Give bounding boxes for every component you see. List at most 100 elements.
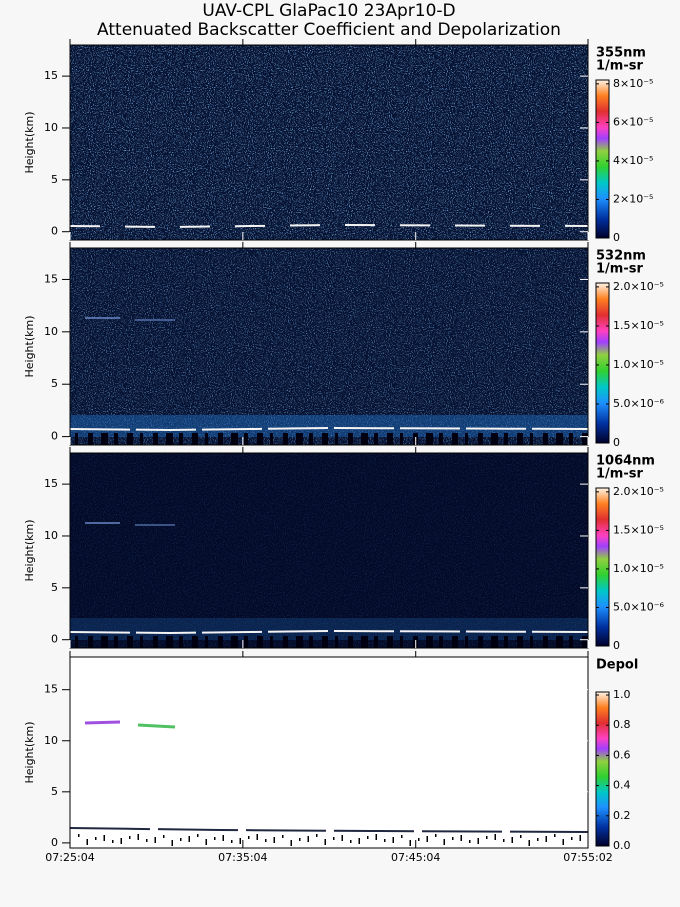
colorbar-title: 1/m-sr (596, 467, 643, 482)
colorbar-tick-label: 5.0×10⁻⁶ (613, 600, 665, 613)
ground-speck (256, 834, 258, 840)
ground-gap (582, 636, 588, 648)
ground-gap (257, 433, 263, 445)
colorbar-tick-label: 0 (613, 436, 620, 449)
ground-gap (374, 636, 378, 648)
ground-gap (530, 433, 533, 445)
ground-gap (491, 433, 498, 445)
ground-gap (400, 636, 403, 648)
ground-gap (361, 636, 368, 648)
ground-gap (504, 433, 508, 445)
ground-gap (478, 636, 483, 648)
ground-gap (348, 636, 353, 648)
ground-gap (348, 433, 353, 445)
ground-speck (562, 839, 564, 845)
ground-gap (244, 433, 248, 445)
ground-gap (166, 433, 173, 445)
ground-speck (333, 837, 335, 840)
colorbar-tick-label: 0.4 (613, 779, 631, 792)
ground-gap (218, 636, 223, 648)
y-tick-label: 0 (51, 836, 58, 849)
ground-gap (88, 636, 93, 648)
ground-gap (205, 636, 208, 648)
ground-gap (231, 636, 238, 648)
ground-gap (426, 433, 433, 445)
curtain-noise (70, 248, 588, 445)
ground-speck (537, 838, 539, 841)
ground-gap (439, 433, 443, 445)
ground-gap (205, 433, 208, 445)
ground-gap (179, 433, 183, 445)
boundary-haze (70, 618, 588, 640)
ground-speck (205, 839, 207, 845)
ground-gap (114, 636, 118, 648)
ground-gap (478, 433, 483, 445)
ground-speck (469, 840, 471, 843)
ground-speck (401, 835, 403, 838)
ground-gap (153, 433, 158, 445)
ground-gap (309, 433, 313, 445)
colorbar-tick-label: 1.0×10⁻⁵ (613, 562, 664, 575)
ground-speck (146, 839, 148, 842)
ground-speck (299, 838, 301, 841)
ground-gap (296, 636, 303, 648)
ground-speck (103, 835, 105, 841)
colorbar-tick-label: 0 (613, 231, 620, 244)
ground-gap (361, 433, 368, 445)
ground-speck (409, 840, 411, 846)
ground-gap (556, 636, 563, 648)
ground-gap (283, 433, 288, 445)
ground-gap (179, 636, 183, 648)
y-tick-label: 15 (44, 477, 58, 490)
ground-speck (511, 837, 513, 843)
ground-gap (504, 636, 508, 648)
ground-gap (387, 433, 393, 445)
ground-gap (88, 433, 93, 445)
ground-speck (418, 838, 420, 841)
ground-speck (290, 840, 292, 846)
ground-speck (171, 840, 173, 846)
ground-gap (426, 636, 433, 648)
x-tick-label: 07:25:04 (45, 851, 94, 864)
boundary-layer (69, 629, 589, 635)
ground-gap (439, 636, 443, 648)
colorbar-tick-label: 0.6 (613, 748, 631, 761)
colorbar-tick-label: 4×10⁻⁵ (613, 154, 653, 167)
colorbar-tick-label: 2.0×10⁻⁵ (613, 485, 664, 498)
ground-gap (530, 636, 533, 648)
ground-speck (86, 839, 88, 845)
colorbar-title: 355nm (596, 46, 646, 61)
ground-gap (465, 636, 468, 648)
colorbar (595, 691, 610, 847)
ground-gap (153, 636, 158, 648)
colorbar-tick-label: 0.8 (613, 718, 631, 731)
ground-speck (503, 839, 505, 842)
ground-speck (112, 840, 114, 843)
ground-gap (465, 433, 468, 445)
colorbar-title: 1064nm (596, 454, 655, 469)
ground-gap (335, 433, 338, 445)
y-axis-label: Height(km) (23, 519, 36, 581)
ground-speck (341, 835, 343, 841)
ground-gap (270, 433, 273, 445)
ground-gap (192, 636, 198, 648)
ground-speck (214, 837, 216, 840)
ground-speck (452, 837, 454, 840)
ground-speck (78, 834, 80, 837)
colorbar-tick-label: 0.0 (613, 839, 631, 852)
y-tick-label: 5 (51, 785, 58, 798)
plot-frame (69, 656, 589, 849)
ground-speck (307, 836, 309, 842)
colorbar-tick-label: 0 (613, 639, 620, 652)
ground-gap (231, 433, 238, 445)
y-tick-label: 0 (51, 633, 58, 646)
ground-speck (282, 835, 284, 838)
ground-gap (75, 636, 78, 648)
ground-speck (324, 839, 326, 845)
colorbar-tick-label: 2×10⁻⁵ (613, 192, 653, 205)
ground-gap (296, 433, 303, 445)
colorbar (595, 487, 610, 647)
plot-frame (69, 452, 589, 649)
ground-speck (545, 836, 547, 842)
ground-speck (528, 840, 530, 846)
